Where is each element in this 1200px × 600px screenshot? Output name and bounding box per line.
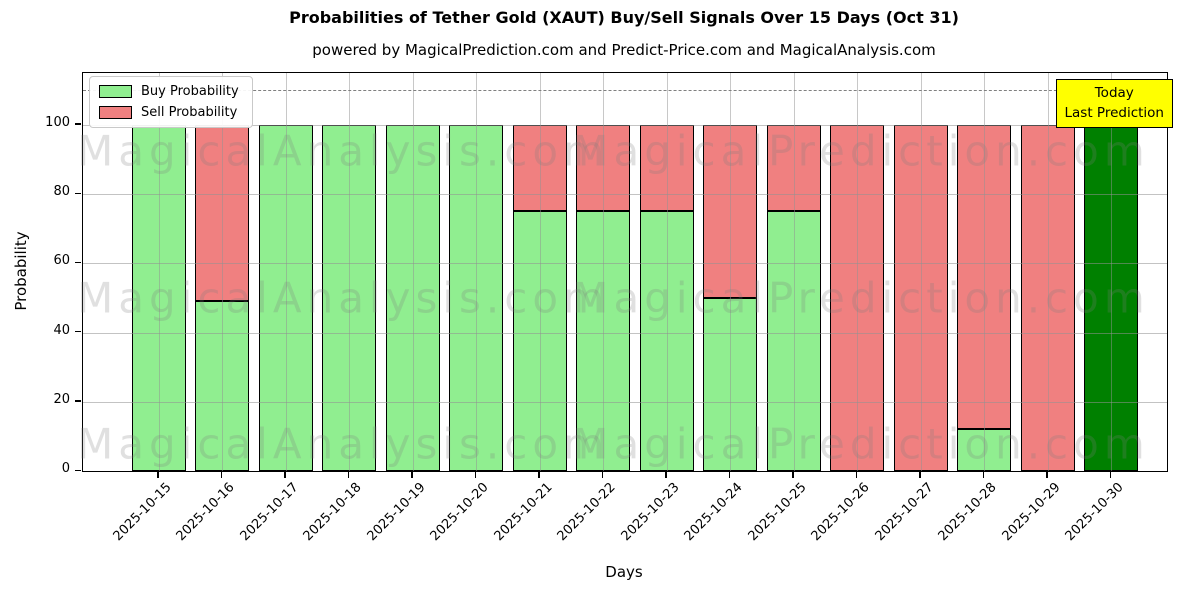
x-tick-label: 2025-10-17 xyxy=(237,480,302,545)
y-tick-mark xyxy=(75,400,81,402)
y-tick-mark xyxy=(75,123,81,125)
x-tick-mark xyxy=(538,471,540,478)
y-tick-label: 20 xyxy=(53,391,70,407)
x-tick-label: 2025-10-15 xyxy=(110,480,175,545)
x-tick-mark xyxy=(792,471,794,478)
x-tick-label: 2025-10-25 xyxy=(745,480,810,545)
x-tick-label: 2025-10-18 xyxy=(300,480,365,545)
x-tick-mark xyxy=(284,471,286,478)
y-axis-label: Probability xyxy=(12,231,30,311)
sell-swatch-icon xyxy=(99,106,132,119)
buy-swatch-icon xyxy=(99,85,132,98)
sell-segment-2025-10-29 xyxy=(1020,124,1075,471)
x-tick-label: 2025-10-21 xyxy=(491,480,556,545)
sell-segment-2025-10-16 xyxy=(195,124,250,302)
x-tick-label: 2025-10-30 xyxy=(1062,480,1127,545)
plot-area: MagicalAnalysis.com MagicalPrediction.com… xyxy=(77,72,1173,472)
buy-segment-2025-10-25 xyxy=(766,211,821,471)
y-tick-mark xyxy=(75,261,81,264)
x-tick-label: 2025-10-26 xyxy=(808,480,873,545)
buy-segment-2025-10-19 xyxy=(385,124,440,471)
buy-segment-2025-10-24 xyxy=(703,297,758,471)
x-tick-mark xyxy=(1109,471,1112,478)
y-tick-mark xyxy=(75,192,81,194)
x-tick-label: 2025-10-24 xyxy=(681,480,746,545)
buy-segment-2025-10-20 xyxy=(449,124,504,471)
sell-segment-2025-10-24 xyxy=(703,124,758,298)
y-tick-label: 100 xyxy=(45,114,70,130)
x-tick-label: 2025-10-16 xyxy=(173,480,238,545)
x-tick-label: 2025-10-19 xyxy=(364,480,429,545)
x-tick-mark xyxy=(220,471,223,478)
threshold-dashed-line xyxy=(83,90,1167,92)
y-tick-label: 80 xyxy=(53,184,70,200)
x-tick-mark xyxy=(919,471,921,478)
x-tick-mark xyxy=(728,471,731,478)
x-tick-mark xyxy=(665,471,667,478)
x-tick-mark xyxy=(347,471,350,478)
sell-segment-2025-10-23 xyxy=(639,124,694,212)
sell-segment-2025-10-26 xyxy=(830,124,885,471)
today-annotation-line1: Today xyxy=(1094,85,1134,101)
x-tick-label: 2025-10-23 xyxy=(618,480,683,545)
buy-segment-2025-10-28 xyxy=(957,429,1012,471)
x-tick-label: 2025-10-27 xyxy=(872,480,937,545)
buy-segment-2025-10-22 xyxy=(576,211,631,471)
y-tick-label: 0 xyxy=(61,461,70,476)
legend-label-buy: Buy Probability xyxy=(141,84,239,99)
buy-segment-2025-10-17 xyxy=(258,124,313,471)
buy-segment-2025-10-21 xyxy=(512,211,567,471)
buy-segment-2025-10-18 xyxy=(322,124,377,471)
y-tick-label: 40 xyxy=(53,322,70,338)
today-annotation: Today Last Prediction xyxy=(1055,79,1173,129)
legend: Buy Probability Sell Probability xyxy=(89,76,253,128)
y-tick-mark xyxy=(75,469,81,471)
chart-subtitle: powered by MagicalPrediction.com and Pre… xyxy=(312,41,936,59)
x-tick-label: 2025-10-28 xyxy=(935,480,1000,545)
sell-segment-2025-10-25 xyxy=(766,124,821,212)
buy-segment-2025-10-23 xyxy=(639,211,694,471)
x-tick-mark xyxy=(1046,471,1048,478)
bars-layer xyxy=(83,73,1167,471)
x-tick-label: 2025-10-29 xyxy=(999,480,1064,545)
chart-title: Probabilities of Tether Gold (XAUT) Buy/… xyxy=(289,8,959,27)
x-tick-mark xyxy=(855,471,858,478)
x-tick-label: 2025-10-20 xyxy=(427,480,492,545)
sell-segment-2025-10-22 xyxy=(576,124,631,212)
sell-segment-2025-10-21 xyxy=(512,124,567,212)
buy-segment-2025-10-30 xyxy=(1084,124,1139,471)
legend-item-buy: Buy Probability xyxy=(99,84,239,99)
legend-label-sell: Sell Probability xyxy=(141,105,238,120)
buy-segment-2025-10-16 xyxy=(195,301,250,471)
x-tick-mark xyxy=(157,471,159,478)
x-tick-mark xyxy=(411,471,413,478)
x-tick-mark xyxy=(982,471,985,478)
x-axis-label: Days xyxy=(605,563,643,581)
x-tick-mark xyxy=(601,471,604,478)
sell-segment-2025-10-28 xyxy=(957,124,1012,430)
legend-item-sell: Sell Probability xyxy=(99,105,239,120)
sell-segment-2025-10-27 xyxy=(893,124,948,471)
today-annotation-line2: Last Prediction xyxy=(1064,104,1164,121)
buy-segment-2025-10-15 xyxy=(131,124,186,471)
y-tick-mark xyxy=(75,331,81,333)
x-tick-mark xyxy=(474,471,477,478)
x-tick-label: 2025-10-22 xyxy=(554,480,619,545)
y-tick-label: 60 xyxy=(53,253,70,269)
